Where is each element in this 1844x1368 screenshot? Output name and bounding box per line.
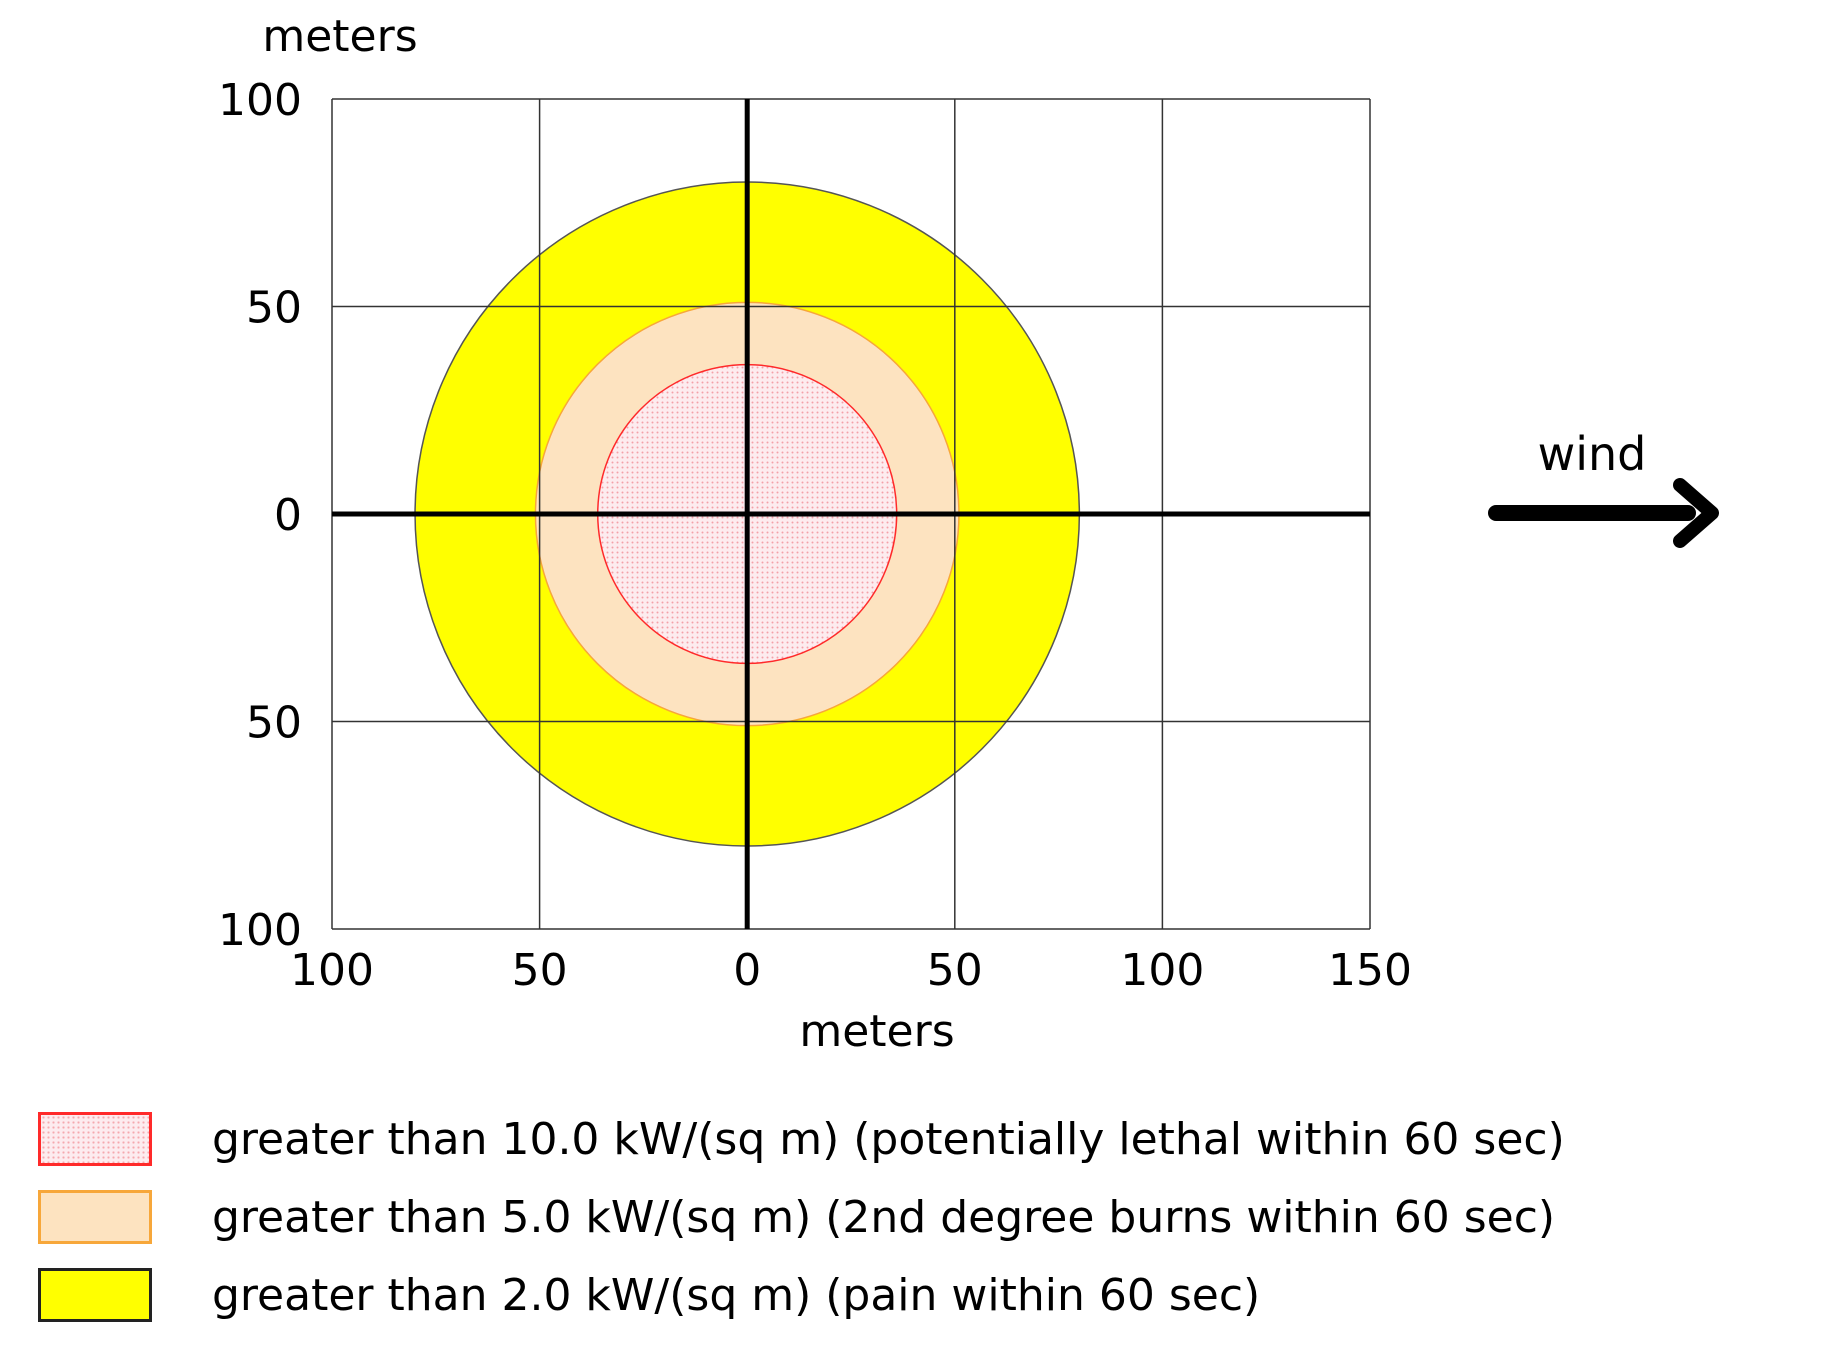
wind-arrow-head	[1673, 478, 1719, 548]
y-axis-label: meters	[262, 11, 417, 62]
wind-indicator: wind	[1488, 427, 1719, 548]
legend-label-lethal: greater than 10.0 kW/(sq m) (potentially…	[212, 1113, 1565, 1165]
x-axis-label: meters	[799, 1006, 954, 1057]
legend: greater than 10.0 kW/(sq m) (potentially…	[38, 1100, 1565, 1334]
x-tick-label: 50	[927, 945, 983, 996]
x-tick-label: 0	[733, 945, 761, 996]
legend-swatch-lethal	[38, 1112, 152, 1166]
y-tick-label: 100	[218, 905, 302, 956]
legend-label-burns: greater than 5.0 kW/(sq m) (2nd degree b…	[212, 1191, 1556, 1243]
x-tick-label: 100	[1120, 945, 1204, 996]
legend-item-burns: greater than 5.0 kW/(sq m) (2nd degree b…	[38, 1178, 1565, 1256]
wind-label: wind	[1538, 427, 1647, 481]
y-tick-label: 50	[246, 698, 302, 749]
legend-swatch-pain	[38, 1268, 152, 1322]
legend-label-pain: greater than 2.0 kW/(sq m) (pain within …	[212, 1269, 1261, 1321]
x-tick-label: 100	[290, 945, 374, 996]
legend-item-pain: greater than 2.0 kW/(sq m) (pain within …	[38, 1256, 1565, 1334]
legend-item-lethal: greater than 10.0 kW/(sq m) (potentially…	[38, 1100, 1565, 1178]
tick-labels-layer: 100 50 0 50 100 150 100 50 0 50 100	[218, 75, 1412, 996]
legend-swatch-burns	[38, 1190, 152, 1244]
y-tick-label: 0	[274, 490, 302, 541]
y-tick-label: 100	[218, 75, 302, 126]
axes-layer	[332, 99, 1370, 929]
y-tick-label: 50	[246, 283, 302, 334]
x-tick-label: 50	[512, 945, 568, 996]
x-tick-label: 150	[1328, 945, 1412, 996]
